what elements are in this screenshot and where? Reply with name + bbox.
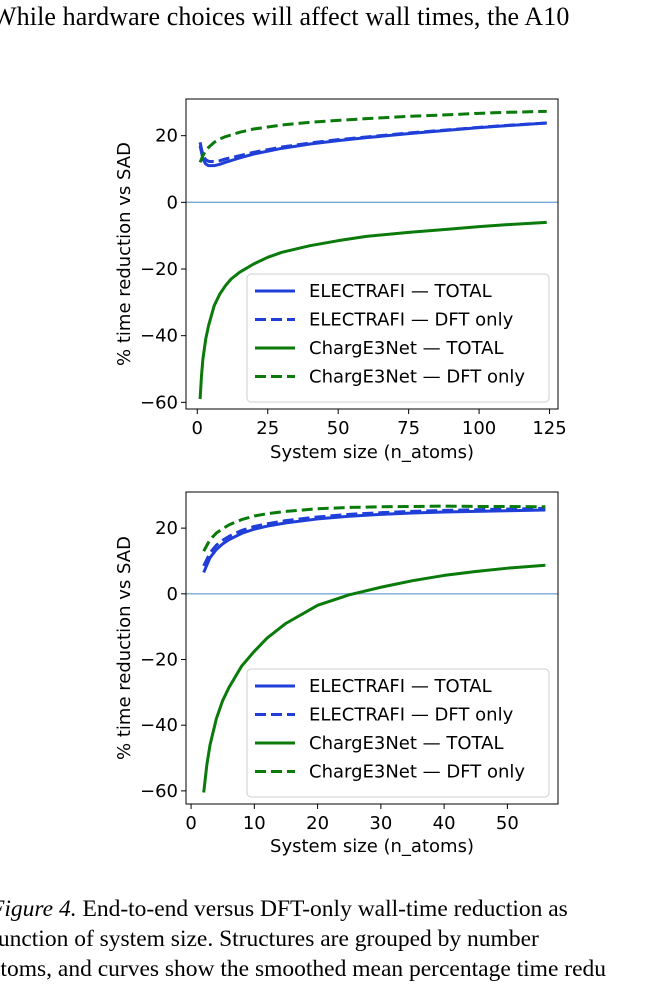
x-tick-label: 125 <box>532 418 566 439</box>
x-tick-label: 25 <box>256 418 279 439</box>
y-tick-label: 0 <box>167 584 178 605</box>
x-axis-label: System size (n_atoms) <box>270 836 474 857</box>
x-tick-label: 0 <box>185 813 196 834</box>
x-tick-label: 50 <box>327 418 350 439</box>
legend-label-electrafi-total: ELECTRAFI — TOTAL <box>309 676 492 697</box>
y-axis-label: % time reduction vs SAD <box>114 142 135 366</box>
figure-label: Figure 4. <box>0 896 77 922</box>
series-line-electrafi-total <box>202 508 546 574</box>
x-tick-label: 100 <box>462 418 496 439</box>
legend-box <box>246 668 550 798</box>
x-tick-label: 0 <box>192 418 203 439</box>
body-text-line: While hardware choices will affect wall … <box>0 2 570 31</box>
series-line-charge3net-dft-only <box>202 504 546 552</box>
series-line-charge3net-dft-only <box>198 109 547 163</box>
legend-label-charge3net-dft-only: ChargE3Net — DFT only <box>309 762 525 783</box>
x-tick-label: 50 <box>496 813 519 834</box>
y-tick-label: −20 <box>140 259 178 280</box>
y-tick-label: 0 <box>167 192 178 213</box>
y-tick-label: 20 <box>155 518 178 539</box>
legend-label-charge3net-total: ChargE3Net — TOTAL <box>309 733 503 754</box>
x-tick-label: 40 <box>433 813 456 834</box>
figure-caption-line-3: atoms, and curves show the smoothed mean… <box>0 956 607 982</box>
x-tick-label: 10 <box>243 813 266 834</box>
chart-all-systems: 0 25 50 75 100 125 −60 −40 −20 0 20 System size (n_… <box>114 98 567 463</box>
legend-label-electrafi-dft-only: ELECTRAFI — DFT only <box>309 310 514 331</box>
x-tick-label: 20 <box>306 813 329 834</box>
y-tick-label: −60 <box>140 392 178 413</box>
legend: ELECTRAFI — TOTAL ELECTRAFI — DFT only Cha… <box>246 273 550 403</box>
caption-text-1: End-to-end versus DFT-only wall-time red… <box>82 896 568 922</box>
y-tick-label: −60 <box>140 781 178 802</box>
series-line-charge3net-total <box>198 220 547 400</box>
legend-label-electrafi-dft-only: ELECTRAFI — DFT only <box>309 705 514 726</box>
x-axis-label: System size (n_atoms) <box>270 442 474 463</box>
legend-label-charge3net-total: ChargE3Net — TOTAL <box>309 338 503 359</box>
x-tick-label: 30 <box>369 813 392 834</box>
legend-label-charge3net-dft-only: ChargE3Net — DFT only <box>309 367 525 388</box>
y-tick-label: 20 <box>155 126 178 147</box>
y-tick-label: −40 <box>140 326 178 347</box>
plot-frame <box>185 98 559 410</box>
y-tick-label: −40 <box>140 715 178 736</box>
series-line-electrafi-dft-only <box>202 506 546 567</box>
legend-label-electrafi-total: ELECTRAFI — TOTAL <box>309 281 492 302</box>
figure-caption-line-1: Figure 4. End-to-end versus DFT-only wal… <box>0 894 659 924</box>
legend-box <box>246 273 550 403</box>
series-line-charge3net-total <box>202 563 546 793</box>
legend: ELECTRAFI — TOTAL ELECTRAFI — DFT only Cha… <box>246 668 550 798</box>
x-tick-label: 75 <box>397 418 420 439</box>
figure-caption-line-2: function of system size. Structures are … <box>0 926 539 952</box>
series-line-electrafi-dft-only <box>198 121 547 164</box>
plot-frame <box>185 491 559 805</box>
y-tick-label: −20 <box>140 649 178 670</box>
y-axis-label: % time reduction vs SAD <box>114 536 135 760</box>
